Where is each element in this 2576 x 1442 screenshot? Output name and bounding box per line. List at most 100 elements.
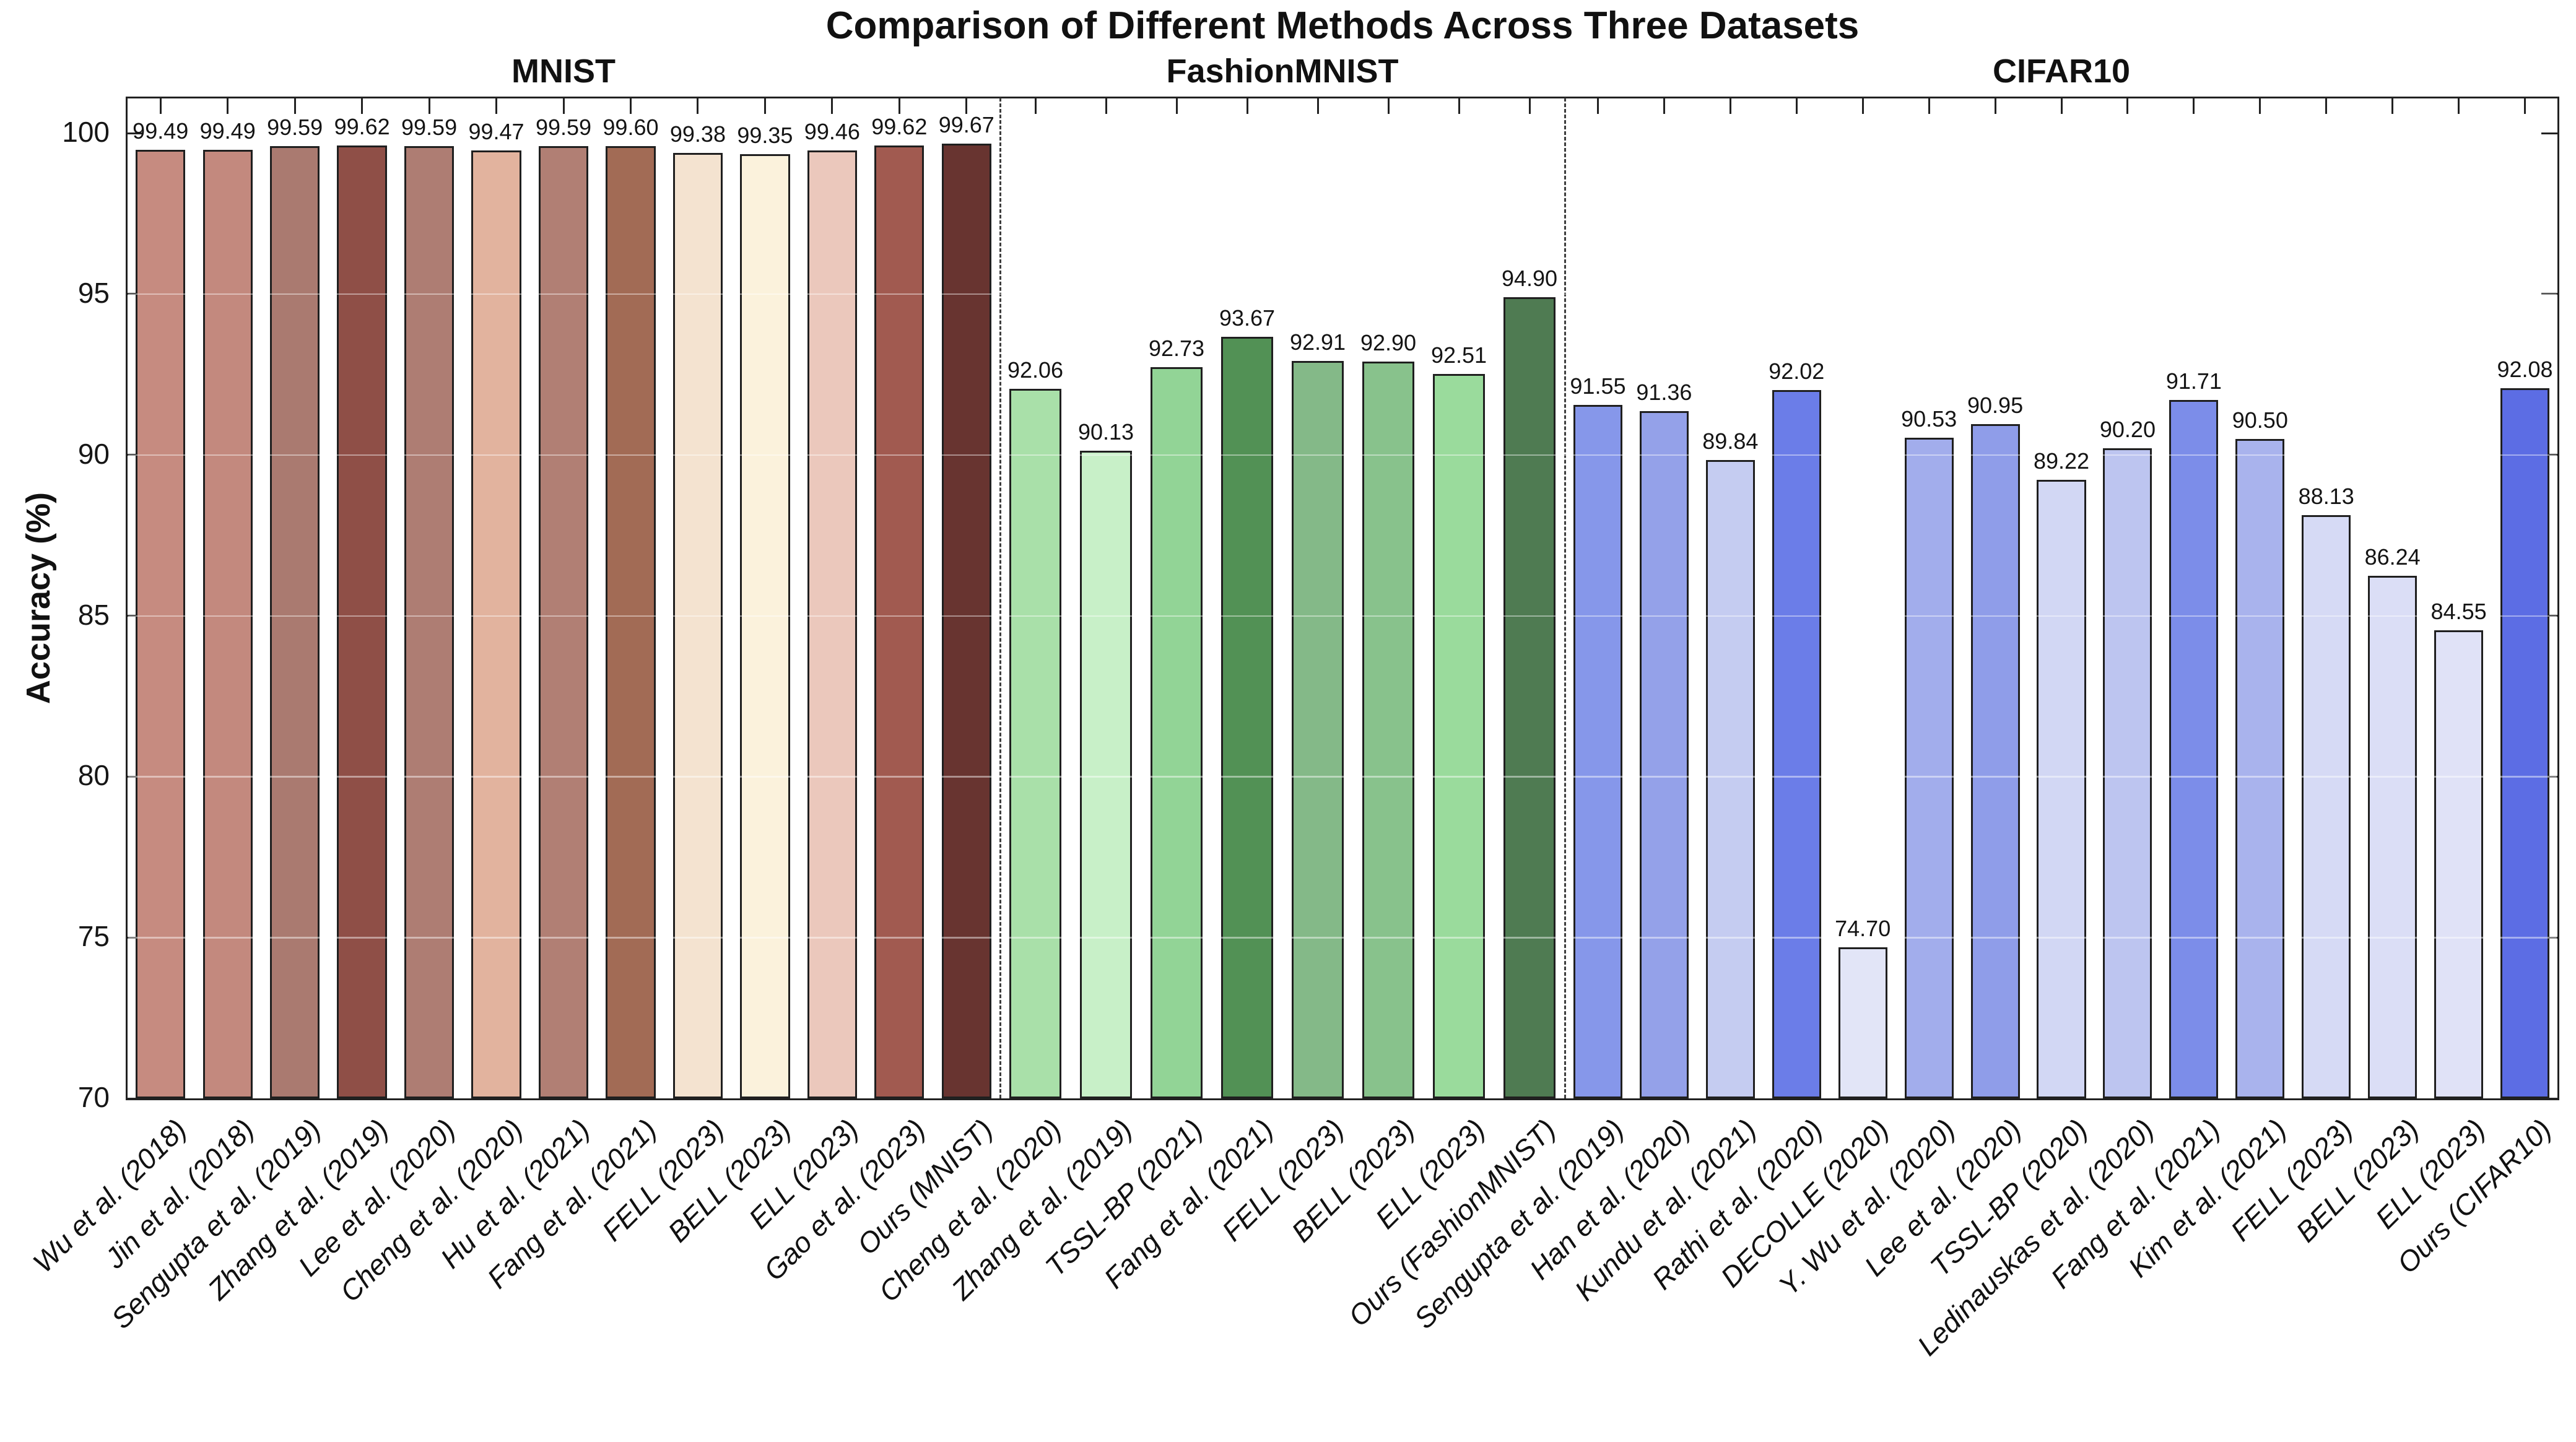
bar xyxy=(2103,448,2152,1098)
x-tick-top xyxy=(2458,98,2460,114)
bar-value-label: 99.46 xyxy=(804,119,860,145)
y-tick-left xyxy=(128,132,144,134)
bar xyxy=(1904,438,1954,1098)
x-tick-top xyxy=(1387,98,1390,114)
bar xyxy=(2368,576,2417,1098)
bar-value-label: 90.13 xyxy=(1077,419,1134,445)
x-tick-top xyxy=(898,98,900,114)
bar xyxy=(1362,361,1415,1098)
bar xyxy=(740,154,790,1098)
bar xyxy=(1838,947,1887,1098)
bar xyxy=(1503,297,1556,1098)
x-tick-top xyxy=(1105,98,1107,114)
x-tick-top xyxy=(965,98,968,114)
bar-value-label: 90.95 xyxy=(1967,393,2024,419)
x-tick-top xyxy=(159,98,162,114)
x-tick-top xyxy=(227,98,229,114)
plot-area-border xyxy=(126,97,2559,1100)
y-tick-label: 75 xyxy=(77,920,110,953)
bar xyxy=(136,149,186,1098)
y-tick-left xyxy=(128,936,144,939)
x-tick-top xyxy=(2325,98,2328,114)
x-tick-top xyxy=(495,98,498,114)
bar-value-label: 99.49 xyxy=(133,118,189,144)
bar-value-label: 93.67 xyxy=(1219,305,1276,331)
x-tick-top xyxy=(831,98,833,114)
bar-value-label: 84.55 xyxy=(2430,598,2487,624)
x-tick-top xyxy=(1861,98,1864,114)
x-tick-top xyxy=(428,98,430,114)
dataset-section-title: CIFAR10 xyxy=(1992,53,2131,90)
bar xyxy=(2302,515,2351,1098)
x-tick-top xyxy=(562,98,565,114)
bar xyxy=(2434,630,2484,1098)
y-tick-left xyxy=(128,1097,144,1100)
bar xyxy=(2037,480,2086,1098)
bar xyxy=(1639,410,1689,1098)
dataset-separator-line xyxy=(1564,98,1566,1098)
bar-value-label: 99.62 xyxy=(871,113,928,139)
bar xyxy=(941,144,991,1098)
y-tick-label: 90 xyxy=(77,437,110,470)
bar xyxy=(270,146,320,1098)
x-tick-top xyxy=(764,98,766,114)
bar-value-label: 74.70 xyxy=(1835,915,1891,941)
bar-value-label: 92.91 xyxy=(1289,329,1346,355)
x-tick-top xyxy=(2259,98,2261,114)
bar xyxy=(337,145,387,1098)
y-tick-label: 70 xyxy=(77,1081,110,1113)
x-tick-top xyxy=(361,98,363,114)
bar xyxy=(1705,459,1755,1098)
y-tick-label: 95 xyxy=(77,276,110,309)
bar xyxy=(471,150,521,1098)
bar-value-label: 86.24 xyxy=(2364,544,2421,570)
bar-value-label: 99.47 xyxy=(468,118,524,144)
x-tick-top xyxy=(697,98,699,114)
bar-value-label: 94.90 xyxy=(1501,266,1558,292)
bar xyxy=(606,146,656,1098)
x-tick-top xyxy=(294,98,296,114)
bar-value-label: 99.59 xyxy=(267,115,323,141)
chart-title: Comparison of Different Methods Across T… xyxy=(825,4,1860,47)
bar xyxy=(1079,450,1133,1098)
y-tick-label: 100 xyxy=(62,116,110,148)
dataset-section-title: FashionMNIST xyxy=(1166,53,1399,90)
bar-value-label: 88.13 xyxy=(2298,483,2354,509)
y-tick-left xyxy=(128,615,144,617)
x-tick-top xyxy=(1729,98,1731,114)
bar-value-label: 99.59 xyxy=(535,115,592,141)
bar-value-label: 92.90 xyxy=(1360,329,1417,355)
x-tick-top xyxy=(2193,98,2195,114)
gridline xyxy=(128,293,2557,295)
plot-area: 70 75 80 85 90 95 100 MNIST 99.49 Wu et al. (2018… xyxy=(27,53,2559,1362)
bar-value-label: 99.62 xyxy=(334,113,390,139)
bar-value-label: 89.84 xyxy=(1702,428,1759,454)
bar xyxy=(1221,336,1274,1098)
x-tick-top xyxy=(1458,98,1460,114)
x-tick-top xyxy=(2391,98,2394,114)
bar xyxy=(2235,438,2285,1098)
bar xyxy=(1432,374,1486,1098)
x-tick-top xyxy=(1596,98,1599,114)
gridline xyxy=(128,454,2557,456)
bar-value-label: 99.49 xyxy=(199,118,256,144)
x-tick-top xyxy=(1663,98,1665,114)
bar xyxy=(672,153,723,1098)
y-tick-label: 80 xyxy=(77,759,110,792)
bar xyxy=(538,146,589,1098)
bar-value-label: 91.55 xyxy=(1570,373,1626,399)
bar xyxy=(874,145,925,1098)
bar xyxy=(2500,388,2550,1098)
bar xyxy=(807,150,857,1098)
gridline xyxy=(128,615,2557,617)
bar xyxy=(1970,424,2020,1098)
x-tick-top xyxy=(629,98,632,114)
bar-value-label: 99.67 xyxy=(938,112,994,138)
bar-value-label: 99.59 xyxy=(401,115,458,141)
bar-value-label: 92.73 xyxy=(1148,335,1205,361)
x-tick-top xyxy=(2060,98,2063,114)
x-tick-top xyxy=(1175,98,1178,114)
bar-value-label: 92.06 xyxy=(1007,357,1064,383)
y-tick-right xyxy=(2541,293,2557,295)
bar xyxy=(1150,367,1203,1098)
